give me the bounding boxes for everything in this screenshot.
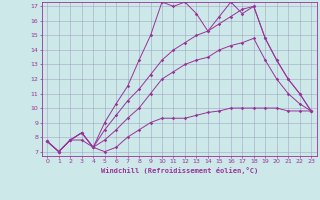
X-axis label: Windchill (Refroidissement éolien,°C): Windchill (Refroidissement éolien,°C) <box>100 167 258 174</box>
